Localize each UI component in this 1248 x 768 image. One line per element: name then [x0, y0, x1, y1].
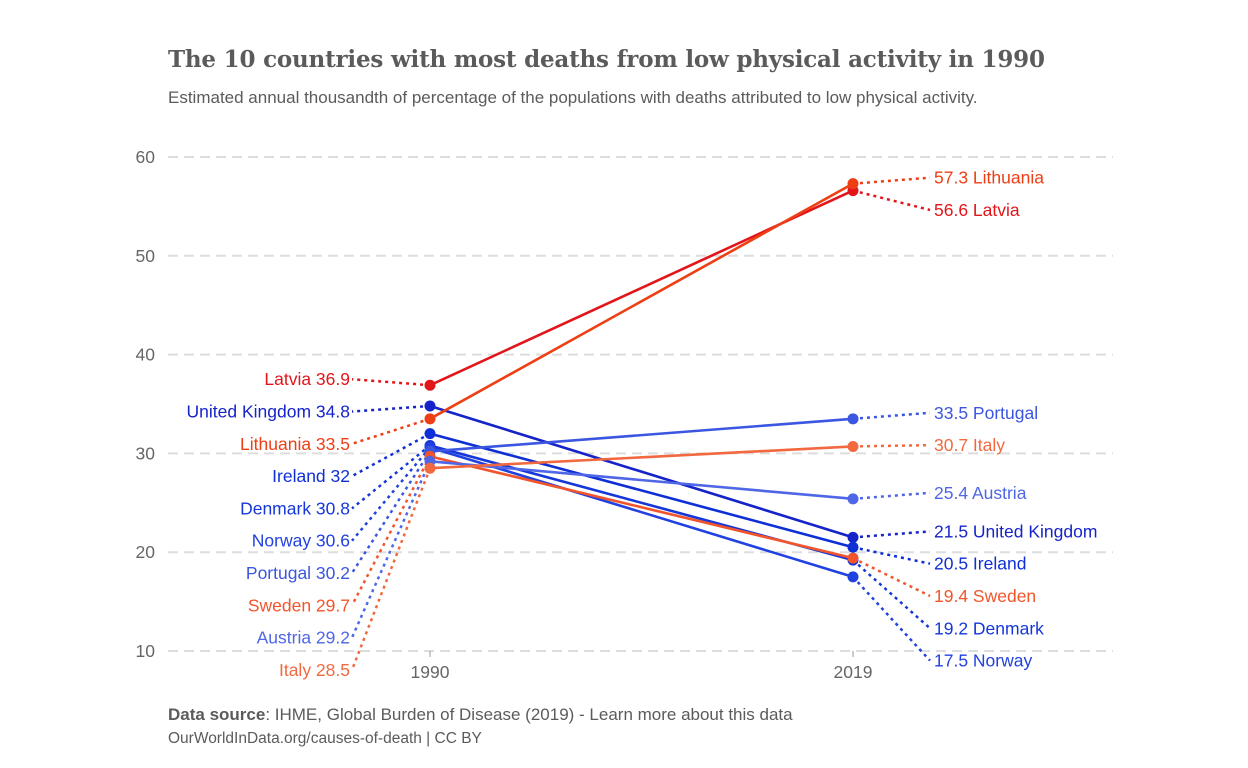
- label-2019-united-kingdom: 21.5 United Kingdom: [934, 521, 1097, 541]
- series-line-united-kingdom: [429, 404, 854, 539]
- connector-left-denmark: [351, 444, 431, 510]
- y-tick-label-20: 20: [136, 542, 156, 562]
- connector-right-united-kingdom: [852, 530, 931, 539]
- point-2019-austria: [847, 493, 859, 505]
- label-2019-lithuania: 57.3 Lithuania: [934, 168, 1044, 188]
- point-2019-sweden: [847, 552, 859, 564]
- point-2019-lithuania: [847, 178, 859, 190]
- connector-right-norway: [852, 576, 931, 662]
- connector-left-lithuania: [351, 417, 431, 446]
- label-1990-lithuania: Lithuania 33.5: [240, 434, 350, 454]
- label-2019-sweden: 19.4 Sweden: [934, 586, 1036, 606]
- data-points: [424, 178, 859, 583]
- series-line-norway: [429, 446, 854, 579]
- label-2019-latvia: 56.6 Latvia: [934, 200, 1020, 220]
- y-tick-label-50: 50: [136, 246, 156, 266]
- series-line-sweden: [429, 455, 854, 560]
- point-2019-norway: [847, 571, 859, 583]
- data-source: Data source: IHME, Global Burden of Dise…: [168, 705, 793, 725]
- label-2019-italy: 30.7 Italy: [934, 435, 1005, 455]
- label-1990-sweden: Sweden 29.7: [248, 595, 350, 615]
- label-1990-italy: Italy 28.5: [279, 660, 350, 680]
- series-labels: Latvia 36.9 56.6 Latvia United Kingdom 34.…: [187, 168, 1098, 680]
- point-1990-lithuania: [424, 413, 436, 425]
- connector-left-united-kingdom: [351, 404, 431, 413]
- label-2019-norway: 17.5 Norway: [934, 651, 1032, 671]
- label-1990-ireland: Ireland 32: [272, 466, 350, 486]
- x-tick-label-2019: 2019: [834, 662, 873, 682]
- label-1990-norway: Norway 30.6: [252, 531, 350, 551]
- point-2019-italy: [847, 440, 859, 452]
- connector-left-norway: [351, 446, 431, 542]
- label-2019-portugal: 33.5 Portugal: [934, 403, 1038, 423]
- series-line-italy: [429, 445, 854, 470]
- connector-left-austria: [350, 460, 432, 639]
- chart-subtitle: Estimated annual thousandth of percentag…: [168, 88, 978, 107]
- y-tick-label-40: 40: [136, 345, 156, 365]
- connector-left-italy: [350, 467, 432, 671]
- gridlines: [168, 156, 1113, 652]
- series-lines: [429, 182, 854, 579]
- label-2019-ireland: 20.5 Ireland: [934, 554, 1026, 574]
- label-1990-portugal: Portugal 30.2: [246, 563, 350, 583]
- x-axis-ticks: 1990 2019: [411, 651, 873, 682]
- connector-right-lithuania: [852, 176, 931, 185]
- label-1990-austria: Austria 29.2: [257, 628, 350, 648]
- y-axis-ticks: 10 20 30 40 50 60: [136, 147, 156, 661]
- point-1990-latvia: [424, 379, 436, 391]
- y-tick-label-10: 10: [136, 641, 156, 661]
- attribution[interactable]: OurWorldInData.org/causes-of-death | CC …: [168, 730, 482, 747]
- label-2019-austria: 25.4 Austria: [934, 483, 1027, 503]
- connector-left-ireland: [351, 432, 431, 478]
- series-line-austria: [429, 460, 854, 501]
- connector-right-italy: [852, 443, 931, 448]
- point-1990-italy: [424, 462, 436, 474]
- point-2019-ireland: [847, 541, 859, 553]
- label-2019-denmark: 19.2 Denmark: [934, 618, 1044, 638]
- connector-right-sweden: [852, 557, 931, 598]
- series-line-lithuania: [429, 182, 854, 420]
- series-line-ireland: [429, 432, 854, 549]
- point-2019-portugal: [847, 413, 859, 425]
- data-source-label: Data source: [168, 705, 266, 724]
- connector-right-denmark: [852, 559, 931, 630]
- connector-right-portugal: [852, 411, 931, 421]
- y-tick-label-30: 30: [136, 443, 156, 463]
- connector-right-latvia: [852, 189, 931, 212]
- connector-right-austria: [852, 491, 931, 501]
- slope-chart: 10 20 30 40 50 60 1990 2019 Latvia 36.9 56.6 La…: [136, 147, 1113, 682]
- y-tick-label-60: 60: [136, 147, 156, 167]
- data-source-link[interactable]: : IHME, Global Burden of Disease (2019) …: [265, 705, 793, 724]
- point-2019-united-kingdom: [847, 531, 859, 543]
- chart-title: The 10 countries with most deaths from l…: [168, 46, 1045, 73]
- point-1990-united-kingdom: [424, 400, 436, 412]
- label-1990-latvia: Latvia 36.9: [264, 369, 350, 389]
- connector-right-ireland: [852, 546, 931, 565]
- label-1990-united-kingdom: United Kingdom 34.8: [187, 402, 350, 422]
- label-1990-denmark: Denmark 30.8: [240, 498, 350, 518]
- connector-left-latvia: [351, 377, 431, 387]
- label-connectors: [350, 176, 931, 671]
- connector-left-portugal: [350, 450, 432, 574]
- connector-left-sweden: [350, 455, 432, 606]
- series-line-portugal: [429, 417, 854, 453]
- point-1990-ireland: [424, 428, 436, 440]
- x-tick-label-1990: 1990: [411, 662, 450, 682]
